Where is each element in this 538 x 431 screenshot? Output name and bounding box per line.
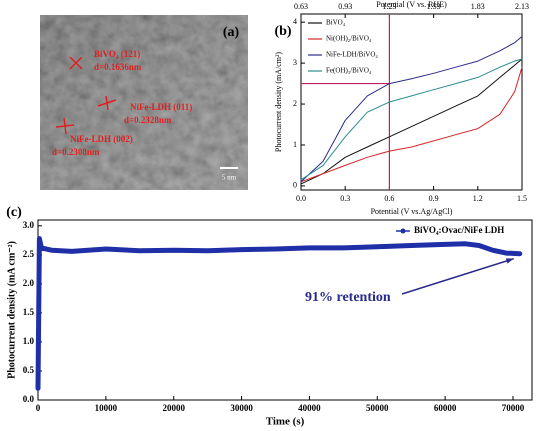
y-tick-label: 0: [293, 181, 297, 190]
x2-axis-label: Potential (V vs. RHE): [376, 0, 447, 9]
data-line: [300, 58, 523, 185]
y-tick-label: 4: [293, 17, 297, 26]
x-tick-label: 0.6: [384, 194, 394, 203]
x-tick-label: 0.9: [429, 194, 439, 203]
arrow-head: [505, 258, 514, 264]
plot-frame: [300, 13, 523, 191]
tem-image: BiVO₄ (121) d=0.1636nm NiFe-LDH (011) d=…: [40, 15, 248, 190]
x-tick-label: 0.3: [340, 194, 350, 203]
y-tick-label: 3.0: [23, 220, 35, 230]
y-tick-label: 2.0: [23, 278, 35, 288]
annotation: 91% retention: [305, 290, 391, 305]
panel-label: (b): [274, 24, 291, 39]
legend-label: NiFe-LDH/BiVO₄: [326, 51, 378, 59]
legend-label: BiVO₄: [326, 19, 346, 27]
y-axis-label: Photocurrent density (mA/cm²): [274, 52, 283, 152]
x2-tick-label: 1.23: [382, 2, 396, 11]
x-tick-label: 0.0: [296, 194, 306, 203]
x-tick-label: 30000: [230, 403, 253, 413]
x-tick-label: 10000: [95, 403, 118, 413]
panel-label: (c): [6, 205, 22, 220]
x-tick-label: 70000: [502, 403, 525, 413]
x-tick-label: 20000: [162, 403, 185, 413]
data-line: [300, 36, 523, 183]
legend-label: Ni(OH)₂/BiVO₄: [326, 35, 372, 43]
tem-label: d=0.2328nm: [124, 115, 172, 125]
x-axis-label: Time (s): [266, 416, 305, 428]
y-tick-label: 0.0: [23, 394, 35, 404]
y-tick-label: 0.5: [23, 365, 35, 375]
x-tick-label: 1.2: [473, 194, 483, 203]
data-line: [300, 58, 523, 181]
x2-tick-label: 2.13: [515, 2, 529, 11]
legend-marker: [400, 228, 406, 234]
x-tick-label: 50000: [366, 403, 389, 413]
x-axis-label: Potential (V vs.Ag/AgCl): [371, 207, 453, 216]
legend-label: BiVO₄:Ovac/NiFe LDH: [414, 225, 504, 235]
y-tick-label: 2.5: [23, 249, 35, 259]
x2-tick-label: 0.93: [338, 2, 352, 11]
scale-bar-label: 5 nm: [222, 174, 237, 182]
x2-tick-label: 0.63: [294, 2, 308, 11]
tem-label: d=0.2308nm: [52, 147, 100, 157]
data-line: [35, 236, 523, 391]
x-tick-label: 0: [36, 403, 41, 413]
data-line: [300, 66, 523, 183]
y-tick-label: 2: [293, 99, 297, 108]
x2-tick-label: 1.53: [427, 2, 441, 11]
y-tick-label: 3: [293, 58, 297, 67]
panel-label: (a): [223, 25, 240, 40]
x-tick-label: 1.5: [517, 194, 527, 203]
y-tick-label: 1.0: [23, 336, 35, 346]
x2-tick-label: 1.83: [471, 2, 485, 11]
x-tick-label: 40000: [298, 403, 321, 413]
x-tick-label: 60000: [434, 403, 457, 413]
tem-label: NiFe-LDH (011): [130, 102, 192, 112]
tem-label: BiVO₄ (121): [94, 49, 140, 59]
tem-label: NiFe-LDH (002): [70, 134, 133, 144]
annotation-arrow: [401, 257, 515, 295]
tem-label: d=0.1636nm: [94, 62, 142, 72]
y-axis-label: Photocurrent density (mA cm⁻²): [6, 241, 17, 379]
y-tick-label: 1: [293, 140, 297, 149]
y-tick-label: 1.5: [23, 307, 35, 317]
legend-label: Fe(OH)₃/BiVO₄: [326, 67, 372, 75]
